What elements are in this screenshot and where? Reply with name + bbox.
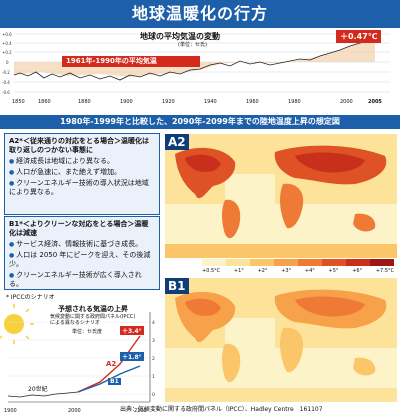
b1-value-badge: ＋1.8° — [120, 352, 144, 361]
x-tick: 1880 — [78, 99, 91, 105]
x-tick: 1960 — [246, 99, 259, 105]
x-tick: 1920 — [162, 99, 175, 105]
b1-series-label: B1 — [108, 378, 121, 385]
legend-label: +1° — [233, 268, 244, 274]
century-line — [7, 391, 79, 398]
map-a2-image — [165, 134, 397, 258]
reference-period-label: 1961年-1990年の平均気温 — [62, 56, 200, 67]
scenario-panel: A2*＜従来通りの対応をとる場合＞温暖化は取り返しのつかない事態に 経済成長は地… — [0, 130, 162, 416]
y-tick: 3 — [152, 338, 155, 344]
x-tick: 2005 — [368, 99, 382, 105]
scenario-b1-bullet: 人口は 2050 年にピークを迎え、その後減少。 — [9, 251, 155, 269]
x-tick: 2000 — [68, 408, 81, 414]
legend-labels: +0.5°C +1° +2° +3° +4° +5° +6° +7.5°C — [202, 268, 394, 274]
y-tick: -0.4 — [2, 80, 10, 85]
y-tick: 0 — [152, 392, 155, 398]
y-tick: 2 — [152, 356, 155, 362]
sun-icon — [0, 304, 34, 344]
scenario-a2-heading: A2*＜従来通りの対応をとる場合＞温暖化は取り返しのつかない事態に — [9, 137, 149, 154]
chart-unit: (単位：セ氏) — [178, 42, 207, 48]
y-tick: 4 — [152, 320, 155, 326]
y-tick: -0.6 — [2, 90, 10, 95]
map-a2: A2 — [165, 134, 397, 258]
scenario-a2-box: A2*＜従来通りの対応をとる場合＞温暖化は取り返しのつかない事態に 経済成長は地… — [4, 133, 160, 215]
x-tick: 1860 — [38, 99, 51, 105]
projection-unit: 単位：セ氏度 — [72, 329, 103, 335]
y-tick: 1 — [152, 374, 155, 380]
scenario-a2-bullet: 人口が急速に、また絶えず増加。 — [9, 168, 155, 177]
x-tick: 1900 — [4, 408, 17, 414]
projection-title: 予想される気温の上昇 — [58, 305, 128, 313]
anomaly-area — [14, 39, 375, 77]
legend-label: +4° — [304, 268, 315, 274]
y-tick: -0.2 — [2, 70, 10, 75]
map-panel: A2 +0.5°C +1° +2° +3° +4° +5° +6° +7.5°C — [162, 130, 400, 416]
scenario-b1-bullet: クリーンエネルギー技術が広く導入される。 — [9, 271, 155, 289]
y-tick: 0 — [6, 60, 9, 65]
section-title: 1980年-1999年と比較した、2090年-2099年までの陸地温度上昇の想定… — [0, 115, 400, 129]
scenario-b1-heading: B1*＜よりクリーンな対応をとる場合＞温暖化は減速 — [9, 220, 149, 237]
x-tick: 2100 — [134, 408, 147, 414]
map-a2-label: A2 — [165, 134, 189, 150]
legend-label: +3° — [281, 268, 292, 274]
y-tick: +0.4 — [2, 41, 12, 46]
temperature-legend — [202, 259, 394, 266]
temperature-badge: ＋0.47℃ — [336, 30, 382, 43]
legend-label: +0.5°C — [202, 268, 221, 274]
legend-label: +7.5°C — [375, 268, 394, 274]
source-footer: 出典：気候変動に関する政府間パネル（IPCC）、Hadley Centre 16… — [120, 406, 323, 413]
x-tick: 1940 — [204, 99, 217, 105]
ipcc-note: * IPCCのシナリオ — [6, 294, 55, 301]
x-tick: 1850 — [12, 99, 25, 105]
scenario-b1-bullet: サービス経済、情報技術に基づき成長。 — [9, 240, 155, 249]
scenario-a2-bullet: クリーンエネルギー技術の導入状況は地域により異なる。 — [9, 179, 155, 197]
x-tick: 1980 — [288, 99, 301, 105]
anomaly-line — [13, 38, 376, 81]
projection-chart: 4 3 2 1 0 1900 2000 2100 予想される気温の上昇 気候変動… — [0, 302, 162, 416]
x-tick: 1900 — [120, 99, 133, 105]
projection-subtitle: 気候変動に関する政府間パネル(IPCC)による異なるシナリオ — [50, 314, 136, 326]
legend-label: +5° — [328, 268, 339, 274]
legend-label: +2° — [257, 268, 268, 274]
scenario-a2-bullet: 経済成長は地域により異なる。 — [9, 157, 155, 166]
y-tick: +0.6 — [2, 32, 12, 37]
map-b1-image — [165, 278, 397, 402]
map-b1-label: B1 — [165, 278, 189, 294]
legend-label: +6° — [352, 268, 363, 274]
y-tick: +0.2 — [2, 50, 12, 55]
a2-series-label: A2 — [106, 360, 117, 368]
global-temperature-chart: +0.6 +0.4 +0.2 0 -0.2 -0.4 -0.6 1850 186… — [0, 28, 400, 108]
chart-title: 地球の平均気温の変動 — [140, 32, 220, 41]
a2-line — [77, 335, 141, 393]
scenario-b1-box: B1*＜よりクリーンな対応をとる場合＞温暖化は減速 サービス経済、情報技術に基づ… — [4, 216, 160, 290]
map-b1: B1 — [165, 278, 397, 402]
a2-value-badge: ＋3.4° — [120, 326, 144, 335]
x-tick: 2000 — [340, 99, 353, 105]
page-title: 地球温暖化の行方 — [0, 0, 400, 28]
century-label: 20世紀 — [28, 386, 48, 393]
